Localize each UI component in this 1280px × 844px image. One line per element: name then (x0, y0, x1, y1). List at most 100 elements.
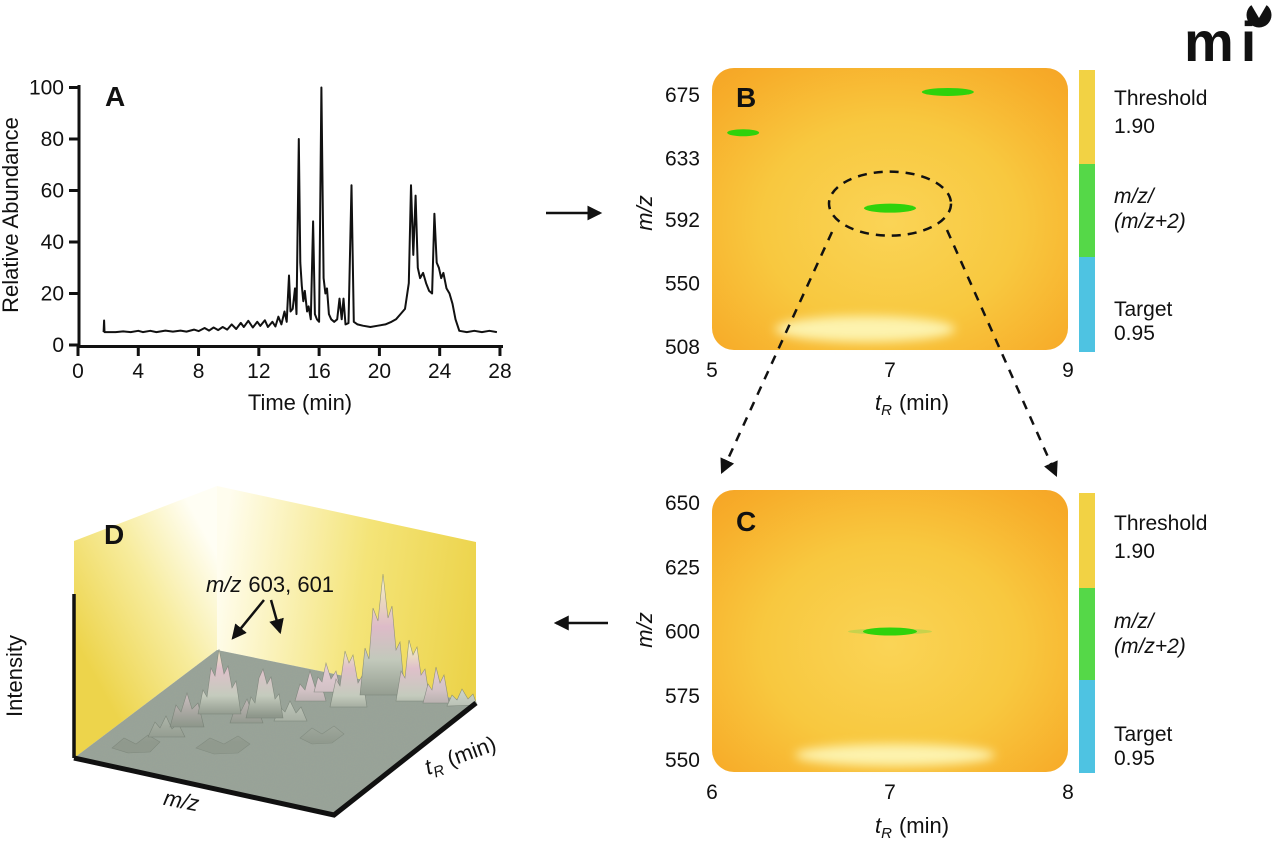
x-tick-label: 0 (72, 360, 84, 383)
y-tick-label: 675 (665, 84, 700, 107)
selection-ellipse (827, 170, 953, 237)
panel-c-ylabel: m/z (632, 612, 657, 647)
panel-d-label: D (104, 519, 124, 550)
panel-c-xlabel: tR (min) (875, 813, 949, 842)
panel-a-ticks: 0 4 8 12 16 20 24 28 0 20 40 60 80 100 (29, 77, 512, 384)
panel-c-ticks: 650 625 600 575 550 6 7 8 (665, 492, 1074, 804)
surface-peaks (111, 573, 478, 755)
logo: mi (1184, 1, 1272, 73)
y-tick-label: 0 (52, 334, 64, 357)
y-tick-label: 550 (665, 273, 700, 296)
colorbar-c-ratio-line2: (m/z+2) (1114, 635, 1186, 658)
annotation-arrow-left (231, 599, 265, 640)
panel-a: 0 4 8 12 16 20 24 28 0 20 40 60 80 100 A Time (min) R… (0, 77, 512, 416)
surface-ridge (111, 734, 161, 754)
x-tick-label: 28 (488, 360, 511, 383)
annotation-arrow-right (269, 599, 284, 635)
x-tick-label: 24 (428, 360, 452, 383)
surface-peak (294, 669, 327, 702)
y-tick-label: 80 (41, 128, 64, 151)
panel-c-spots (848, 627, 932, 636)
colorbar-c-target-value: 0.95 (1114, 747, 1155, 770)
logo-notch-icon (1249, 1, 1269, 18)
x-tick-label: 7 (884, 359, 896, 382)
colorbar-b: Threshold 1.90 m/z/ (m/z+2) Target 0.95 (1079, 70, 1207, 352)
surface-peak-tall (359, 573, 406, 696)
panel-b-ylabel: m/z (632, 195, 657, 230)
colorbar-b-threshold-segment (1079, 70, 1095, 164)
x-tick-label: 8 (1062, 781, 1074, 804)
detected-spot (921, 87, 974, 96)
surface-peak (422, 666, 450, 704)
colorbar-b-ratio-line2: (m/z+2) (1114, 210, 1186, 233)
y-tick-label: 600 (665, 621, 700, 644)
x-tick-label: 12 (247, 360, 270, 383)
colorbar-b-threshold-value: 1.90 (1114, 115, 1155, 138)
x-tick-label: 7 (884, 781, 896, 804)
chromatogram-trace (102, 86, 498, 334)
x-tick-label: 8 (193, 360, 205, 383)
logo-text: mi (1184, 10, 1263, 73)
y-tick-label: 625 (665, 556, 700, 579)
colorbar-b-threshold-label: Threshold (1114, 87, 1207, 110)
colorbar-c-target-segment (1079, 680, 1095, 773)
panel-d-ylabel: Intensity (2, 635, 27, 717)
colorbar-c: Threshold 1.90 m/z/ (m/z+2) Target 0.95 (1079, 493, 1207, 773)
x-tick-label: 9 (1062, 359, 1074, 382)
panel-b-ticks: 675 633 592 550 508 5 7 9 (665, 84, 1074, 382)
y-tick-label: 550 (665, 749, 700, 772)
y-tick-label: 60 (41, 180, 64, 203)
y-tick-label: 20 (41, 283, 64, 306)
surface-peak-601 (245, 668, 284, 719)
panel-b-xlabel: tR (min) (875, 390, 949, 419)
detected-spot (727, 129, 760, 137)
panel-b: 675 633 592 550 508 5 7 9 B tR (min) m/z (632, 68, 1074, 419)
x-tick-label: 16 (307, 360, 330, 383)
panel-d-left-wall (74, 486, 217, 758)
zoom-connector-right (945, 229, 1058, 478)
panel-c-label: C (736, 506, 756, 537)
y-tick-label: 508 (665, 336, 700, 359)
y-tick-label: 40 (41, 231, 64, 254)
panel-d: D Intensity m/z tR(min) m/z 603, 601 (2, 486, 499, 818)
x-tick-label: 4 (132, 360, 144, 383)
detected-spot (864, 203, 916, 213)
colorbar-c-ratio-line1: m/z/ (1114, 610, 1156, 633)
colorbar-c-threshold-segment (1079, 493, 1095, 588)
panel-c: 650 625 600 575 550 6 7 8 C tR (min) m/z (632, 490, 1074, 842)
detected-spot (863, 627, 917, 636)
peak-annotation: m/z 603, 601 (206, 572, 334, 597)
surface-peak (169, 691, 205, 728)
colorbar-b-target-label: Target (1114, 298, 1173, 321)
panel-b-baseline-glow (775, 316, 955, 342)
x-tick-label: 5 (706, 359, 718, 382)
colorbar-b-ratio-line1: m/z/ (1114, 185, 1156, 208)
panel-a-label: A (105, 81, 125, 112)
colorbar-b-ratio-segment (1079, 164, 1095, 257)
y-tick-label: 633 (665, 147, 700, 170)
y-tick-label: 650 (665, 492, 700, 515)
y-tick-label: 592 (665, 209, 700, 232)
panel-d-floor-xlabel: m/z (162, 785, 202, 816)
panel-a-ylabel: Relative Abundance (0, 117, 23, 313)
surface-ridge (195, 735, 251, 755)
colorbar-c-ratio-segment (1079, 588, 1095, 680)
surface-peak (446, 688, 478, 707)
x-tick-label: 6 (706, 781, 718, 804)
panel-d-floor-edges (73, 701, 478, 818)
colorbar-c-threshold-value: 1.90 (1114, 540, 1155, 563)
surface-peak-603 (197, 648, 242, 715)
surface-peak (147, 715, 186, 738)
y-tick-label: 100 (29, 77, 64, 100)
colorbar-b-target-segment (1079, 257, 1095, 352)
surface-ridge (299, 725, 345, 745)
panel-b-label: B (736, 82, 756, 113)
panel-a-xlabel: Time (min) (248, 390, 352, 415)
panel-b-spots (727, 87, 974, 213)
colorbar-c-threshold-label: Threshold (1114, 512, 1207, 535)
panel-c-baseline-glow (795, 744, 995, 766)
colorbar-b-target-value: 0.95 (1114, 322, 1155, 345)
colorbar-c-target-label: Target (1114, 723, 1173, 746)
